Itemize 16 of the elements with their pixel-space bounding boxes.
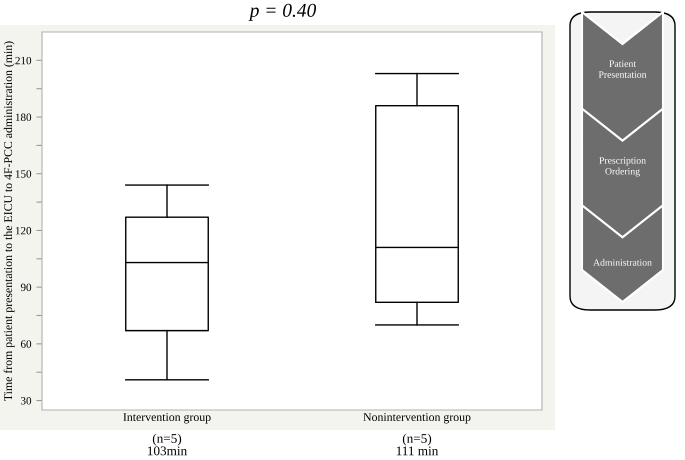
- text: Administration: [593, 258, 652, 266]
- y-tick-label: 180: [16, 114, 32, 122]
- y-tick-label: 60: [20, 340, 32, 348]
- x-tick-label: Intervention group: [123, 413, 211, 424]
- text: Prescription Ordering: [599, 157, 646, 177]
- y-tick-label: 150: [16, 170, 32, 178]
- text: (n=5) 111 min: [396, 434, 438, 456]
- y-tick-label: 30: [21, 397, 32, 405]
- text: (n=5) 103min: [148, 434, 187, 456]
- y-tick-label: 120: [16, 226, 32, 234]
- text: Patient Presentation: [598, 60, 646, 78]
- y-tick-label: 210: [15, 56, 32, 64]
- chart-title: p = 0.40: [248, 4, 316, 21]
- y-tick-label: 90: [20, 284, 32, 292]
- x-tick-label: Nonintervention group: [363, 413, 470, 424]
- y-axis-title: Time from patient presentation to the EICU to 4F-PCC administration (min): [4, 41, 14, 401]
